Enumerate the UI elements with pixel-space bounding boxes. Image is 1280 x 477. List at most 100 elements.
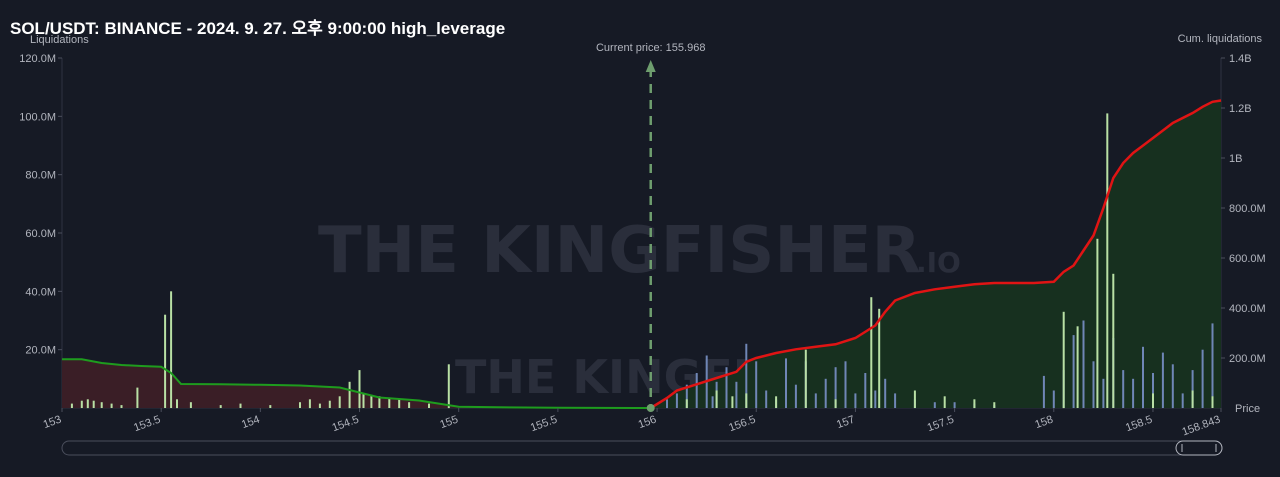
y-right-tick-label: 200.0M: [1229, 353, 1266, 365]
y-left-tick-label: 100.0M: [19, 111, 56, 123]
watermark-suffix-large: .IO: [916, 246, 961, 279]
short-liquidations-bar: [1042, 375, 1045, 408]
long-liquidations-bar: [86, 399, 89, 409]
x-tick-label: 158.5: [1124, 414, 1154, 435]
short-liquidations-green-bar: [1152, 393, 1154, 408]
short-liquidations-bar: [1161, 352, 1164, 408]
short-liquidations-bar: [785, 358, 787, 408]
short-liquidations-bar: [894, 393, 897, 408]
y-left-tick-label: 60.0M: [25, 228, 56, 240]
y-axis-left-label: Liquidations: [30, 34, 89, 46]
short-liquidations-bar: [844, 361, 847, 408]
y-right-tick-label: 400.0M: [1229, 303, 1266, 315]
long-liquidations-bar: [348, 381, 351, 409]
long-liquidations-bar: [447, 364, 450, 409]
short-liquidations-bar: [711, 396, 714, 408]
short-liquidations-bar: [1072, 335, 1075, 408]
short-liquidations-green-bar: [870, 297, 873, 408]
short-liquidations-bar: [874, 390, 877, 408]
y-left-tick-label: 80.0M: [25, 170, 56, 182]
x-tick-label: 157.5: [926, 414, 956, 435]
short-liquidations-green-bar: [731, 396, 734, 408]
short-liquidations-bar: [953, 402, 956, 408]
y-right-tick-label: 1.2B: [1229, 103, 1252, 115]
short-liquidations-bar: [1191, 370, 1194, 408]
short-liquidations-bar: [824, 378, 827, 408]
short-liquidations-bar: [854, 393, 857, 408]
long-liquidations-bar: [70, 403, 73, 408]
long-liquidations-bar: [388, 397, 391, 408]
short-liquidations-bar: [884, 378, 887, 408]
short-liquidations-bar: [1211, 323, 1214, 408]
y-left-tick-label: 120.0M: [19, 53, 56, 65]
y-right-tick-label: 1B: [1229, 153, 1242, 165]
range-slider-track[interactable]: [61, 440, 1223, 456]
short-liquidations-bar: [1082, 320, 1085, 408]
x-tick-label: 156: [637, 414, 658, 432]
short-liquidations-green-bar: [1062, 311, 1065, 409]
long-liquidations-bar: [110, 403, 113, 408]
short-liquidations-green-bar: [804, 349, 807, 408]
short-liquidations-bar: [794, 384, 797, 408]
y-left-tick-label: 40.0M: [25, 286, 56, 298]
y-right-tick-label: 600.0M: [1229, 253, 1266, 265]
long-liquidations-bar: [170, 291, 173, 408]
long-liquidations-bar: [176, 399, 178, 409]
range-slider-handle[interactable]: [1175, 440, 1223, 456]
short-liquidations-green-bar: [1112, 273, 1115, 408]
short-liquidations-bar: [933, 402, 936, 408]
short-liquidations-bar: [695, 373, 698, 408]
x-tick-label: 153.5: [132, 414, 162, 435]
short-liquidations-bar: [1201, 349, 1204, 408]
x-tick-label: 154.5: [331, 414, 361, 435]
long-liquidations-bar: [120, 405, 123, 408]
long-liquidations-bar: [189, 402, 192, 408]
short-liquidations-green-bar: [775, 396, 778, 408]
y-right-tick-label: 800.0M: [1229, 203, 1266, 215]
short-liquidations-bar: [814, 393, 817, 408]
liquidation-bars: [70, 113, 1214, 409]
x-tick-label: 156.5: [727, 414, 757, 435]
short-liquidations-bar: [1102, 378, 1105, 408]
y-axis-right-ticks: 1.4B 1.2B 1B 800.0M 600.0M 400.0M 200.0M: [1221, 53, 1266, 365]
short-liquidations-green-bar: [685, 399, 688, 409]
short-liquidations-bar: [745, 343, 748, 408]
range-slider[interactable]: [61, 440, 1223, 456]
x-axis-label: Price: [1235, 403, 1260, 415]
short-liquidations-bar: [834, 367, 837, 408]
long-cum-line: [62, 358, 651, 409]
long-liquidations-bar: [338, 396, 341, 408]
short-liquidations-green-bar: [1211, 396, 1214, 408]
chart-title: SOL/USDT: BINANCE - 2024. 9. 27. 오후 9:00…: [10, 19, 506, 38]
long-liquidations-bar: [136, 387, 139, 408]
short-liquidations-green-bar: [1191, 390, 1194, 408]
short-liquidations-green-bar: [913, 390, 916, 408]
short-liquidations-bar: [685, 384, 688, 408]
short-liquidations-green-bar: [834, 399, 837, 409]
short-liquidations-green-bar: [715, 390, 718, 408]
y-axis-right-label: Cum. liquidations: [1178, 33, 1263, 45]
long-liquidations-bar: [219, 405, 222, 408]
long-liquidations-bar: [308, 399, 311, 409]
short-liquidations-bar: [735, 381, 738, 409]
short-liquidations-green-bar: [973, 399, 976, 409]
long-cum-area: [62, 359, 651, 408]
long-liquidations-bar: [378, 396, 381, 408]
short-liquidations-green-bar: [1076, 326, 1079, 408]
long-liquidations-bar: [164, 314, 167, 408]
y-left-tick-label: 20.0M: [25, 345, 56, 357]
x-tick-label: 153: [42, 414, 63, 432]
long-liquidations-bar: [100, 402, 103, 408]
long-liquidations-bar: [299, 402, 301, 408]
short-liquidations-bar: [675, 393, 678, 408]
x-tick-label: 158: [1033, 414, 1054, 432]
long-liquidations-bar: [358, 370, 361, 408]
watermark-text-large: THE KINGFISHER: [318, 214, 921, 288]
long-liquidations-bar: [362, 393, 365, 408]
current-price-label: Current price: 155.968: [596, 42, 705, 54]
short-liquidations-bar: [765, 390, 768, 408]
y-right-tick-label: 1.4B: [1229, 53, 1252, 65]
short-liquidations-bar: [1171, 364, 1174, 409]
short-liquidations-bar: [1092, 361, 1095, 408]
